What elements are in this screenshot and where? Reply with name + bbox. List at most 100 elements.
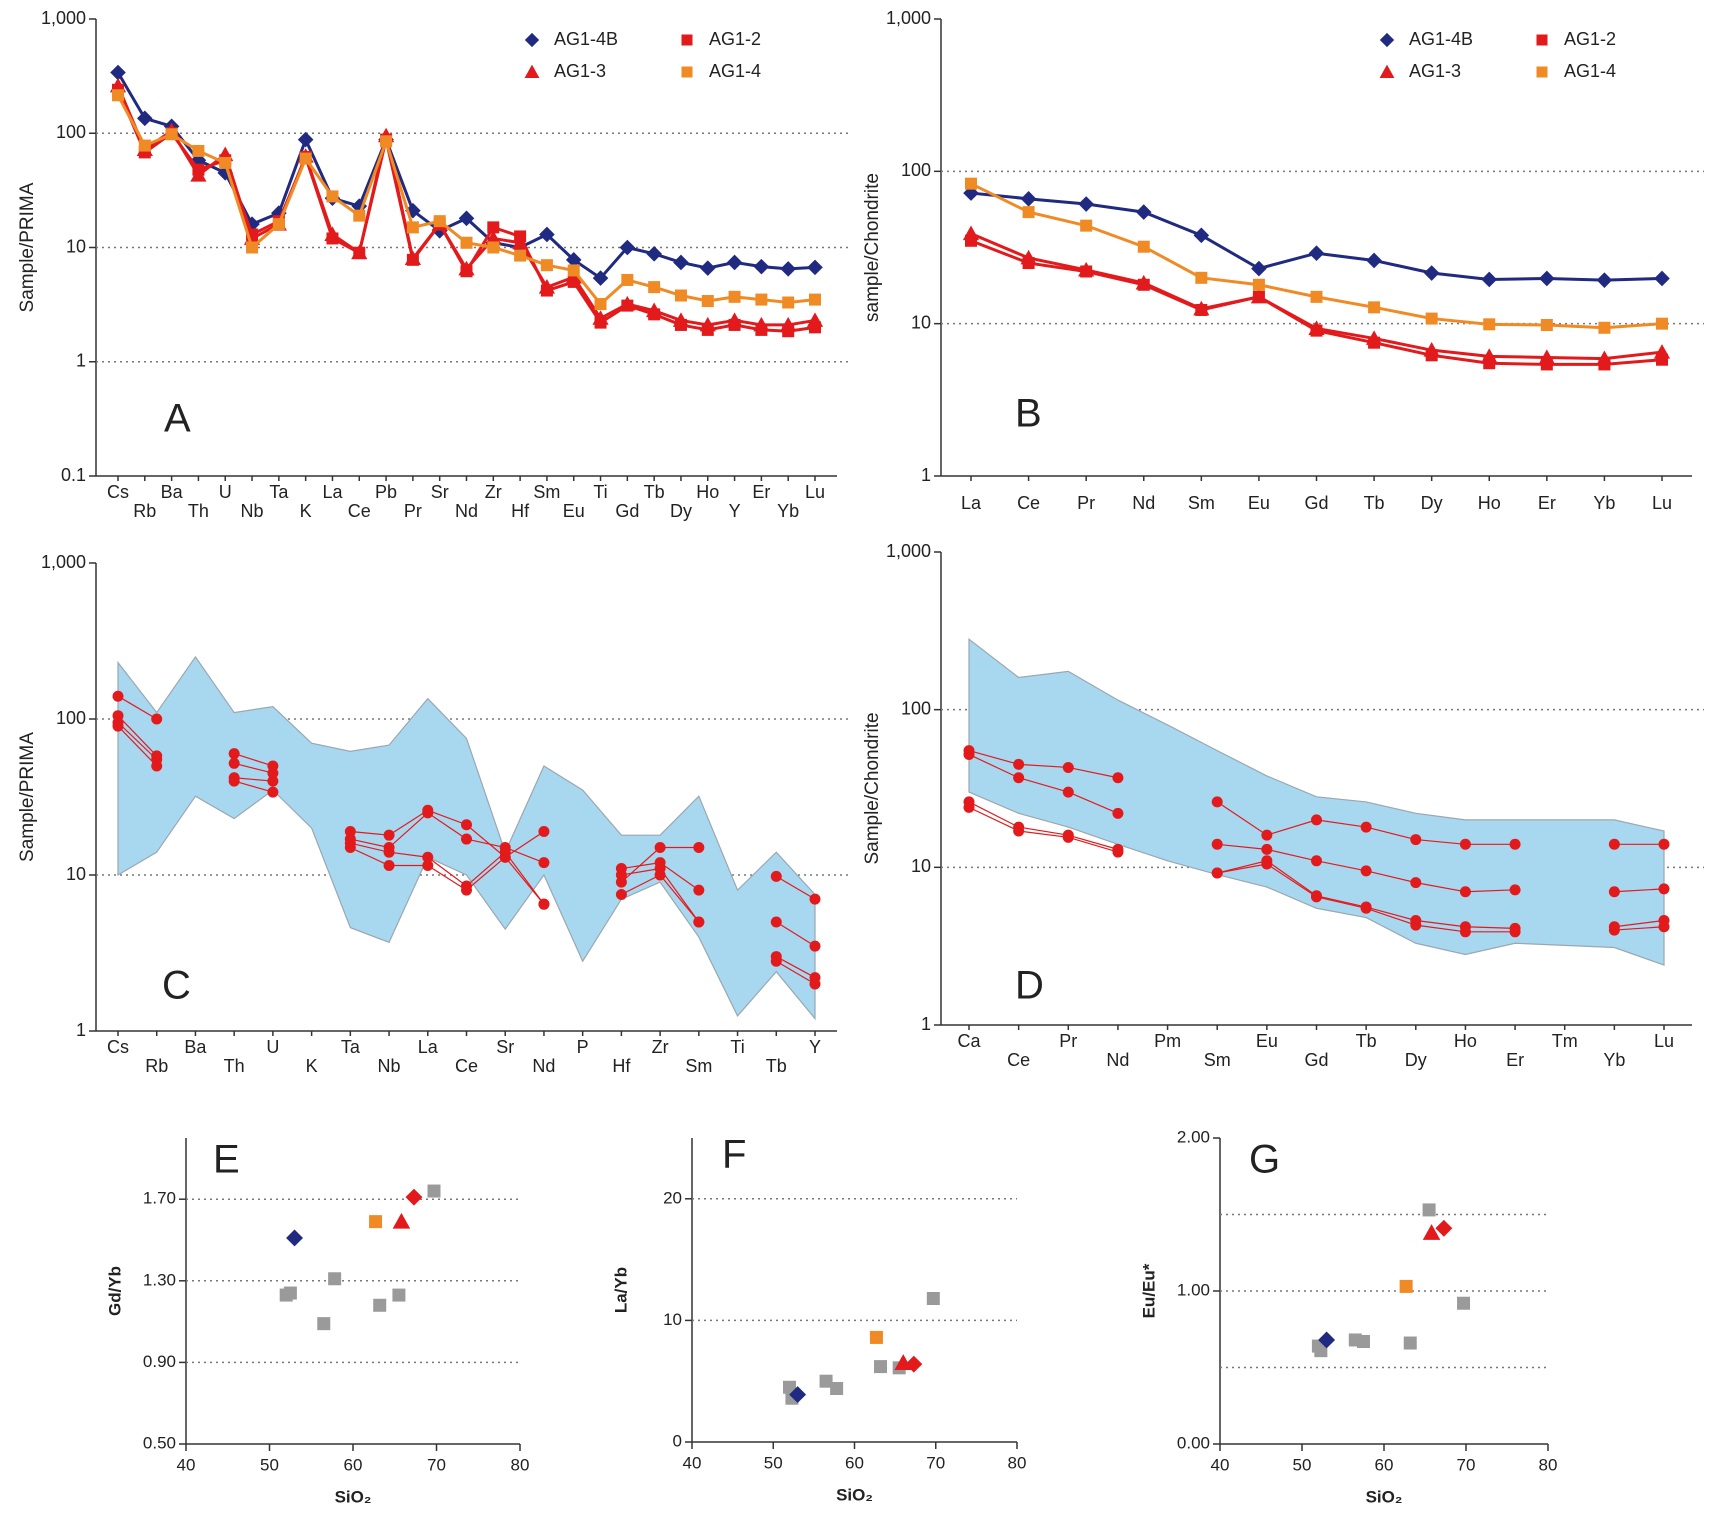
marker: [1022, 206, 1035, 219]
marker: [1509, 884, 1521, 896]
marker: [192, 144, 205, 157]
legend-marker: [1536, 66, 1548, 78]
marker: [487, 241, 500, 254]
x-tick-label: Pr: [1077, 493, 1095, 513]
legend-label: AG1-4: [1564, 61, 1616, 81]
marker: [654, 842, 666, 854]
x-tick-label: 40: [683, 1453, 702, 1472]
marker: [317, 1317, 331, 1331]
x-tick-label: Dy: [1421, 493, 1443, 513]
x-tick-label: 50: [260, 1455, 279, 1474]
marker: [1410, 834, 1422, 846]
marker: [487, 221, 500, 234]
marker: [1013, 758, 1025, 770]
y-tick-label: 0: [673, 1431, 682, 1450]
series-line: [117, 715, 816, 947]
marker: [1013, 772, 1025, 784]
marker: [699, 260, 716, 276]
x-tick-label: Nb: [241, 501, 264, 521]
x-tick-label: Sm: [1204, 1050, 1231, 1070]
marker: [615, 888, 627, 900]
marker: [422, 851, 434, 863]
marker: [369, 1215, 383, 1229]
y-tick-label: 1,000: [41, 552, 86, 572]
x-tick-label: P: [577, 1037, 589, 1057]
marker: [380, 135, 393, 148]
marker: [1311, 855, 1322, 867]
legend-label: AG1-4B: [1409, 29, 1473, 49]
marker: [1365, 330, 1383, 345]
series-line: [116, 85, 816, 327]
marker: [1078, 261, 1095, 277]
marker: [539, 226, 555, 243]
x-tick-label: Lu: [1652, 493, 1672, 513]
marker: [1020, 191, 1037, 207]
y-axis-label: Sample/PRIMA: [17, 182, 38, 312]
marker: [405, 1188, 423, 1206]
y-tick-label: 100: [901, 160, 931, 180]
x-tick-label: 40: [177, 1455, 196, 1474]
x-tick-label: Sm: [1188, 493, 1215, 513]
legend-marker: [524, 32, 540, 48]
y-tick-label: 1.30: [143, 1270, 176, 1289]
marker: [112, 89, 124, 102]
x-tick-label: Sm: [685, 1056, 712, 1076]
x-tick-label: 60: [1375, 1455, 1394, 1474]
marker: [1211, 867, 1223, 879]
x-tick-label: U: [266, 1037, 279, 1057]
y-tick-label: 10: [911, 312, 931, 332]
marker: [109, 77, 127, 93]
marker: [1481, 271, 1498, 288]
marker: [1658, 883, 1670, 895]
marker: [324, 226, 341, 241]
y-tick-label: 1.70: [143, 1189, 176, 1208]
marker: [770, 955, 782, 967]
y-tick-label: 0.00: [1177, 1433, 1210, 1452]
legend-label: AG1-2: [1564, 29, 1616, 49]
marker: [299, 152, 312, 165]
x-tick-label: Dy: [1405, 1050, 1427, 1070]
marker: [190, 167, 207, 182]
marker: [1425, 312, 1438, 325]
marker: [151, 760, 163, 772]
range-band: [968, 637, 1665, 966]
x-tick-label: 60: [344, 1455, 363, 1474]
marker: [406, 221, 419, 234]
marker: [770, 916, 782, 928]
marker: [1360, 865, 1372, 877]
marker: [433, 215, 446, 228]
legend-marker: [681, 34, 693, 46]
y-axis-label: Sample/Chondrite: [862, 712, 883, 864]
x-tick-label: Ce: [1017, 493, 1040, 513]
x-tick-label: Lu: [805, 482, 825, 502]
marker: [1318, 1331, 1336, 1349]
x-tick-label: Y: [729, 501, 741, 521]
y-tick-label: 100: [56, 122, 86, 142]
panel-letter: B: [1015, 392, 1042, 436]
marker: [1608, 924, 1620, 936]
marker: [219, 156, 232, 169]
x-tick-label: Dy: [670, 501, 692, 521]
marker: [770, 870, 782, 882]
x-axis-label: SiO₂: [1366, 1487, 1403, 1506]
marker: [809, 893, 821, 905]
marker: [351, 244, 368, 260]
x-tick-label: Zr: [485, 482, 502, 502]
marker: [1261, 843, 1273, 855]
y-tick-label: 20: [663, 1188, 682, 1207]
x-tick-label: La: [322, 482, 343, 502]
marker: [1062, 786, 1074, 798]
marker: [1080, 219, 1093, 232]
y-tick-label: 2.00: [1177, 1127, 1210, 1146]
marker: [1078, 196, 1094, 212]
x-tick-label: Nb: [378, 1056, 401, 1076]
marker: [592, 270, 609, 286]
marker: [392, 1288, 406, 1302]
marker: [1193, 300, 1210, 316]
x-tick-label: Yb: [777, 501, 799, 521]
x-tick-label: Ta: [269, 482, 289, 502]
marker: [1422, 1224, 1441, 1240]
x-tick-label: Nd: [532, 1056, 555, 1076]
marker: [753, 258, 770, 275]
x-tick-label: Ho: [1454, 1031, 1477, 1051]
